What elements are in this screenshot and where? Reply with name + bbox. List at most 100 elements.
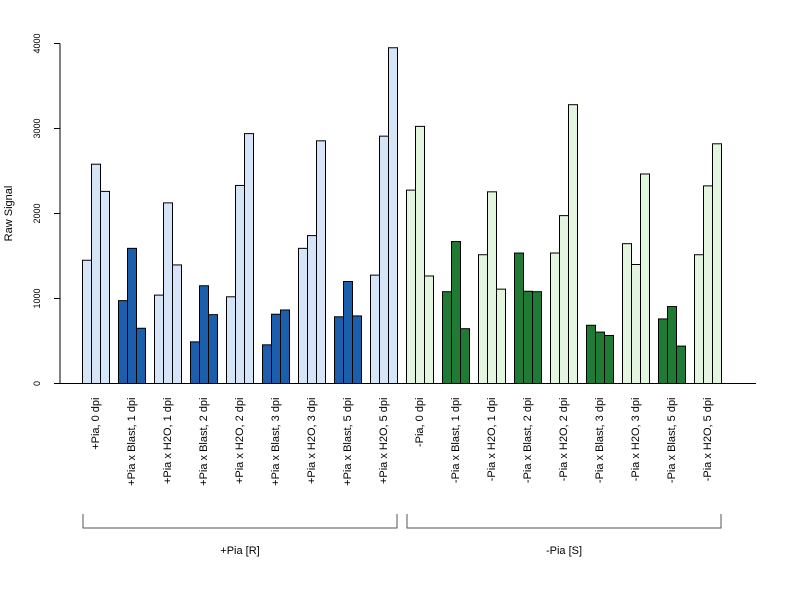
- bar: [478, 254, 488, 384]
- bar: [82, 259, 92, 384]
- bar: [442, 291, 452, 385]
- bar: [91, 163, 101, 384]
- x-tick-label: -Pia x Blast, 1 dpi: [450, 398, 462, 484]
- bar: [604, 334, 614, 385]
- bar: [622, 243, 632, 384]
- bar: [226, 296, 236, 384]
- bar: [451, 241, 461, 384]
- x-tick-label: -Pia, 0 dpi: [414, 398, 426, 448]
- x-tick-label: +Pia x H2O, 2 dpi: [234, 398, 246, 485]
- bar: [100, 190, 110, 384]
- bar-group: [118, 247, 146, 384]
- bar-group: [622, 173, 650, 384]
- bar: [388, 47, 398, 384]
- bar: [163, 202, 173, 384]
- x-tick-label: -Pia x H2O, 5 dpi: [702, 398, 714, 482]
- bar: [127, 247, 137, 384]
- bar: [631, 264, 641, 384]
- bar-group: [514, 252, 542, 385]
- bar-group: [442, 241, 470, 385]
- bar: [487, 191, 497, 384]
- bar: [640, 173, 650, 384]
- x-tick-label: -Pia x H2O, 3 dpi: [630, 398, 642, 482]
- bar: [496, 288, 506, 384]
- bar: [595, 331, 605, 385]
- x-tick-label: +Pia x Blast, 2 dpi: [198, 398, 210, 486]
- bar-group: [658, 306, 686, 385]
- bar: [244, 133, 254, 384]
- x-tick-label: +Pia x H2O, 1 dpi: [162, 398, 174, 485]
- bracket-line: [406, 514, 722, 529]
- bar-group: [370, 47, 398, 384]
- bar: [370, 274, 380, 384]
- y-axis: 0 1000 2000 3000 4000: [32, 33, 61, 386]
- x-tick-label: -Pia x Blast, 3 dpi: [594, 398, 606, 484]
- bar-group: [586, 324, 614, 385]
- x-tick-label: +Pia x Blast, 5 dpi: [342, 398, 354, 486]
- x-tick-label: -Pia x H2O, 2 dpi: [558, 398, 570, 482]
- bar: [424, 275, 434, 385]
- y-tick-label: 2000: [32, 203, 42, 223]
- bar: [154, 294, 164, 385]
- bar: [586, 324, 596, 384]
- bar: [235, 184, 245, 384]
- bar: [559, 215, 569, 384]
- bar: [343, 281, 353, 384]
- x-tick-label: +Pia x H2O, 3 dpi: [306, 398, 318, 485]
- bar-group: [694, 143, 722, 384]
- bar: [199, 285, 209, 384]
- bar: [172, 264, 182, 384]
- group-brackets: +Pia [R] -Pia [S]: [82, 514, 722, 557]
- bar: [298, 247, 308, 384]
- bar: [514, 252, 524, 384]
- bar: [703, 185, 713, 384]
- bar-group: [190, 285, 218, 385]
- bar-group: [550, 104, 578, 384]
- bar: [136, 327, 146, 384]
- bracket-line: [82, 514, 398, 529]
- bar: [406, 189, 416, 384]
- y-axis-title: Raw Signal: [3, 186, 15, 242]
- x-tick-label: +Pia x Blast, 3 dpi: [270, 398, 282, 486]
- bar-group: [226, 133, 254, 384]
- y-tick-label: 1000: [32, 288, 42, 308]
- bar: [667, 306, 677, 385]
- x-tick-label: -Pia x Blast, 5 dpi: [666, 398, 678, 484]
- bar: [379, 135, 389, 384]
- bar: [550, 252, 560, 384]
- bar: [271, 313, 281, 385]
- bar: [190, 341, 200, 385]
- x-tick-label: +Pia x H2O, 5 dpi: [378, 398, 390, 485]
- bar: [658, 318, 668, 384]
- x-tick-label: -Pia x Blast, 2 dpi: [522, 398, 534, 484]
- bar: [316, 140, 326, 384]
- bar-group: [478, 191, 506, 384]
- group-label: -Pia [S]: [546, 545, 582, 557]
- bar: [118, 300, 128, 384]
- x-tick-label: -Pia x H2O, 1 dpi: [486, 398, 498, 482]
- bars-layer: [82, 47, 722, 385]
- bar: [523, 290, 533, 384]
- group-label: +Pia [R]: [220, 545, 259, 557]
- bar: [568, 104, 578, 384]
- x-tick-label: +Pia, 0 dpi: [90, 398, 102, 450]
- bar: [280, 309, 290, 385]
- bar-group: [334, 281, 362, 384]
- bar: [262, 344, 272, 385]
- bar-group: [82, 163, 110, 384]
- x-tick-label: +Pia x Blast, 1 dpi: [126, 398, 138, 486]
- bar: [694, 254, 704, 384]
- x-axis-labels: +Pia, 0 dpi +Pia x Blast, 1 dpi +Pia x H2O…: [90, 398, 714, 486]
- bar: [334, 316, 344, 384]
- group-bracket: +Pia [R]: [82, 514, 398, 557]
- bar-group: [262, 309, 290, 385]
- y-tick-label: 0: [32, 381, 42, 386]
- bar: [208, 314, 218, 384]
- bar: [460, 328, 470, 384]
- bar-group: [406, 125, 434, 385]
- bar-group: [154, 202, 182, 385]
- group-bracket: -Pia [S]: [406, 514, 722, 557]
- y-tick-label: 3000: [32, 118, 42, 138]
- bar: [415, 125, 425, 384]
